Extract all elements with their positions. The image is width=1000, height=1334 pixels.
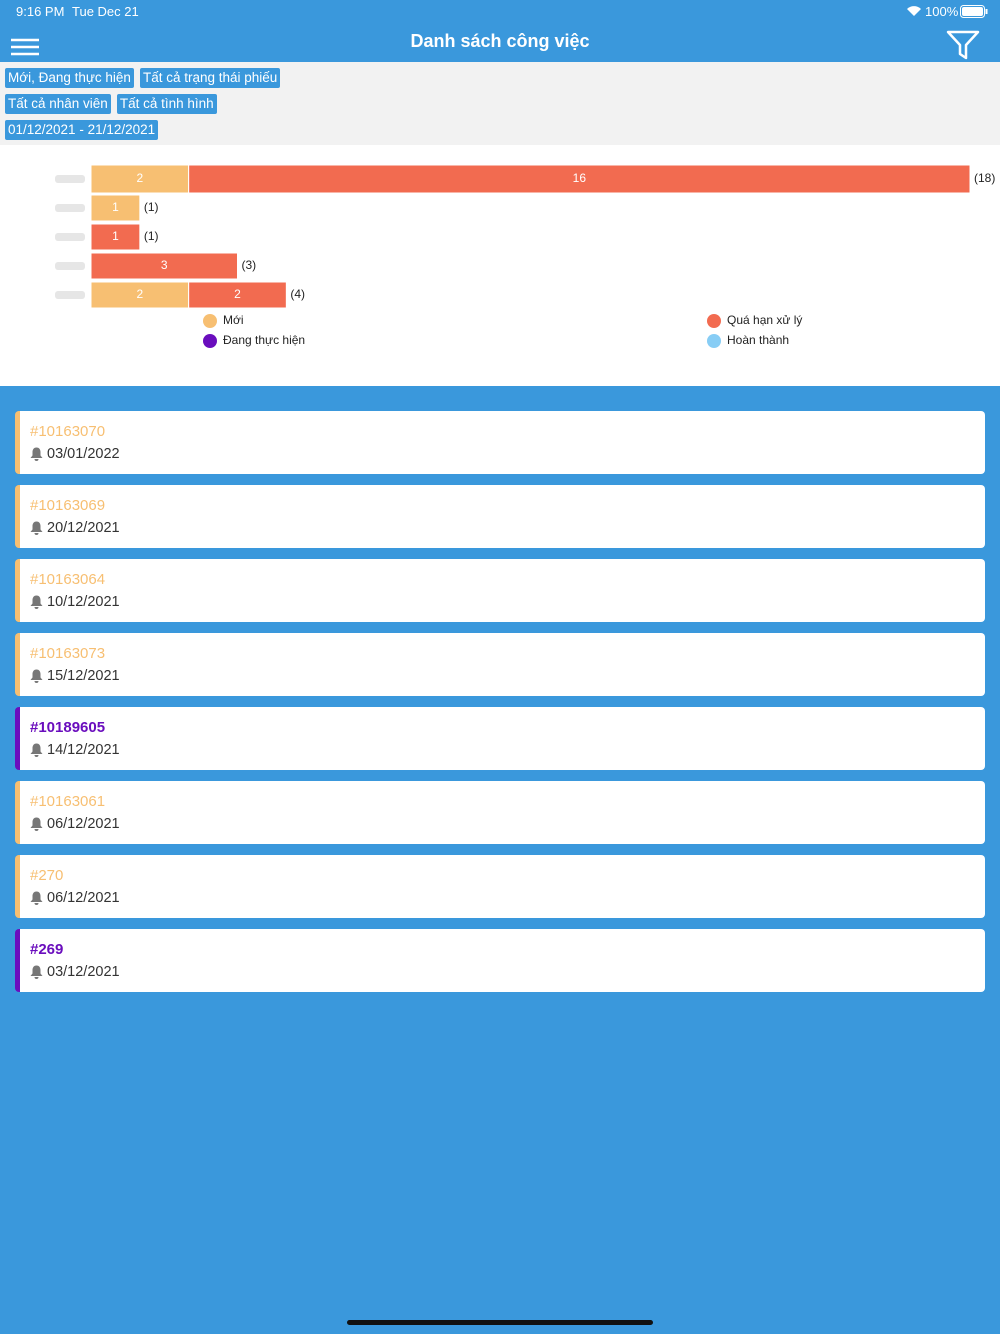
task-card[interactable]: #10163070 03/01/2022 (15, 411, 985, 474)
bell-icon (30, 447, 43, 461)
bar-value-label: 3 (161, 258, 168, 272)
category-label-blurred (55, 233, 85, 241)
chart-panel: 2 16 (18) 1 (1) 1 (1) 3 (3) 2 2 (4) Mới Quá hạn xử lý… (0, 145, 1000, 386)
task-list: #10163070 03/01/2022 #10163069 20/12/2021 #1… (0, 386, 1000, 1334)
task-id: #269 (30, 941, 64, 958)
bar-value-label: 2 (136, 171, 143, 185)
top-bar: 9:16 PM Tue Dec 21 100% Danh sách công v… (0, 0, 1000, 62)
legend-marker (707, 314, 721, 328)
bell-icon (30, 669, 43, 683)
legend-marker (707, 334, 721, 348)
bell-shape (30, 817, 43, 831)
category-label-blurred (55, 291, 85, 299)
task-date: 20/12/2021 (47, 520, 120, 536)
bar-value-label: 2 (234, 287, 241, 301)
bar-segment (90, 223, 141, 251)
bar-total-label: (1) (144, 229, 159, 243)
task-date: 15/12/2021 (47, 668, 120, 684)
task-card[interactable]: #269 03/12/2021 (15, 929, 985, 992)
task-date: 06/12/2021 (47, 890, 120, 906)
bar-segment (90, 281, 190, 309)
legend-label: Mới (223, 313, 244, 327)
bell-shape (30, 891, 43, 905)
task-date: 06/12/2021 (47, 816, 120, 832)
battery-icon (960, 5, 988, 18)
task-card[interactable]: #10189605 14/12/2021 (15, 707, 985, 770)
legend-label: Hoàn thành (727, 333, 789, 347)
bell-shape (30, 965, 43, 979)
task-id: #10163073 (30, 645, 106, 662)
task-card[interactable]: #10163064 10/12/2021 (15, 559, 985, 622)
filter-chip[interactable]: Mới, Đang thực hiện (5, 68, 134, 88)
category-label-blurred (55, 262, 85, 270)
legend-label: Đang thực hiện (223, 333, 305, 347)
bell-shape (30, 743, 43, 757)
filter-chip[interactable]: Tất cả nhân viên (5, 94, 111, 114)
page-title: Danh sách công việc (410, 31, 590, 51)
bar-total-label: (3) (242, 258, 257, 272)
bell-shape (30, 447, 43, 461)
wifi-icon (907, 6, 921, 16)
task-date: 14/12/2021 (47, 742, 120, 758)
filter-chip[interactable]: 01/12/2021 - 21/12/2021 (5, 120, 159, 140)
bar-value-label: 1 (112, 200, 119, 214)
status-date: Tue Dec 21 (72, 4, 139, 19)
home-indicator (347, 1320, 653, 1325)
bar-segment (188, 164, 971, 194)
bar-segment (90, 194, 141, 222)
task-date: 03/12/2021 (47, 964, 120, 980)
menu-button[interactable] (11, 38, 39, 56)
task-id: #10163070 (30, 423, 106, 440)
legend-label: Quá hạn xử lý (727, 313, 802, 327)
task-id: #10163061 (30, 793, 106, 810)
chart: 2 16 (18) 1 (1) 1 (1) 3 (3) 2 2 (4) Mới Quá hạn xử lý… (55, 164, 995, 348)
filter-chip[interactable]: Tất cả trạng thái phiếu (139, 68, 281, 88)
task-card[interactable]: #10163061 06/12/2021 (15, 781, 985, 844)
task-id: #10189605 (30, 719, 106, 736)
task-id: #10163064 (30, 571, 106, 588)
status-time: 9:16 PM (16, 4, 65, 19)
task-id: #270 (30, 867, 64, 884)
category-label-blurred (55, 204, 85, 212)
bar-value-label: 2 (136, 287, 143, 301)
task-date: 03/01/2022 (47, 446, 120, 462)
task-id: #10163069 (30, 497, 106, 514)
bar-total-label: (18) (974, 171, 995, 185)
bell-icon (30, 817, 43, 831)
legend-marker (203, 334, 217, 348)
bell-icon (30, 595, 43, 609)
bar-segment (90, 164, 190, 194)
category-label-blurred (55, 175, 85, 183)
legend-marker (203, 314, 217, 328)
bar-segment (188, 281, 287, 309)
battery-text: 100% (925, 4, 959, 19)
task-card[interactable]: #270 06/12/2021 (15, 855, 985, 918)
bell-shape (30, 669, 43, 683)
filter-bar: Mới, Đang thực hiện Tất cả trạng thái phi… (0, 62, 1000, 145)
filter-chip[interactable]: Tất cả tình hình (116, 94, 217, 114)
bar-total-label: (1) (144, 200, 159, 214)
task-card[interactable]: #10163069 20/12/2021 (15, 485, 985, 548)
filter-button[interactable] (946, 30, 980, 60)
bell-shape (30, 595, 43, 609)
task-card[interactable]: #10163073 15/12/2021 (15, 633, 985, 696)
bell-icon (30, 743, 43, 757)
bell-icon (30, 965, 43, 979)
bar-segment (90, 252, 238, 280)
task-date: 10/12/2021 (47, 594, 120, 610)
bell-shape (30, 521, 43, 535)
bar-value-label: 16 (573, 171, 587, 185)
bar-value-label: 1 (112, 229, 119, 243)
bell-icon (30, 891, 43, 905)
bar-total-label: (4) (290, 287, 305, 301)
bell-icon (30, 521, 43, 535)
